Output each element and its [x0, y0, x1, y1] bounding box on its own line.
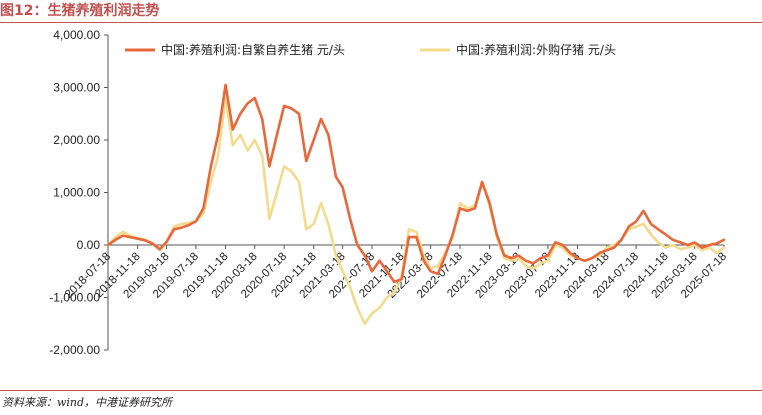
y-tick-label: 1,000.00 — [53, 186, 100, 200]
chart-title: 图12：生猪养殖利润走势 — [0, 3, 160, 19]
x-axis-ticks: 2018-07-182018-11-182019-03-182019-07-18… — [63, 245, 729, 301]
title-divider — [0, 22, 762, 23]
chart-axes — [107, 35, 724, 350]
footer-divider — [0, 390, 762, 391]
y-tick-label: 0.00 — [77, 238, 101, 252]
y-tick-label: 3,000.00 — [53, 81, 100, 95]
series-lines — [106, 83, 726, 326]
legend: 中国:养殖利润:自繁自养生猪 元/头 中国:养殖利润:外购仔猪 元/头 — [125, 42, 616, 57]
y-tick-label: 2,000.00 — [53, 133, 100, 147]
y-tick-label: -2,000.00 — [49, 343, 100, 357]
series-line-self-breeding — [106, 83, 726, 284]
legend-label-purchased-piglets: 中国:养殖利润:外购仔猪 元/头 — [456, 42, 616, 57]
legend-label-self-breeding: 中国:养殖利润:自繁自养生猪 元/头 — [161, 42, 345, 57]
line-chart: 4,000.00 3,000.00 2,000.00 1,000.00 0.00 -1,0… — [49, 28, 729, 357]
y-tick-label: 4,000.00 — [53, 28, 100, 42]
source-note: 资料来源：wind，中港证券研究所 — [2, 396, 173, 409]
y-axis-ticks: 4,000.00 3,000.00 2,000.00 1,000.00 0.00 -1,0… — [49, 28, 108, 357]
y-tick-label: -1,000.00 — [49, 291, 100, 305]
